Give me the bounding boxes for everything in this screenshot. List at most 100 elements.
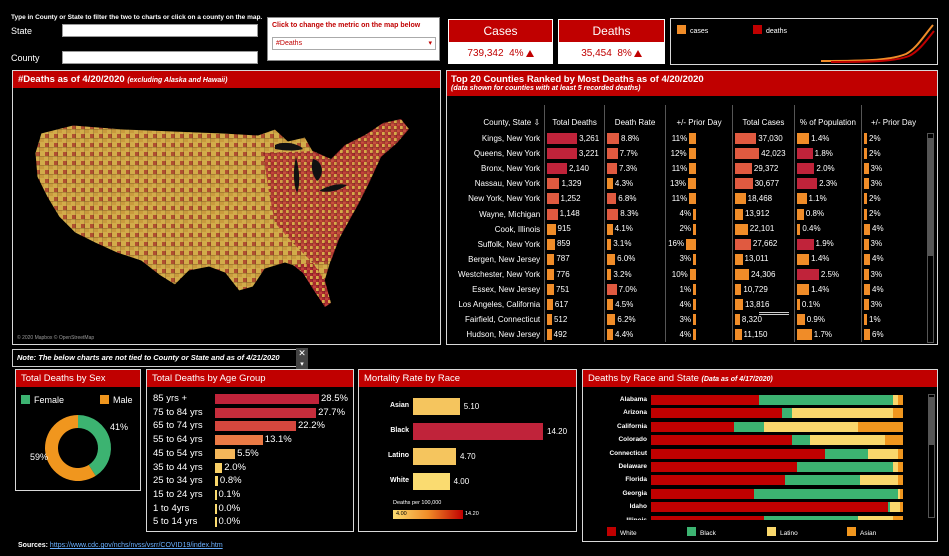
deaths-value: 787 <box>556 254 570 264</box>
race-segment-w <box>651 462 798 472</box>
sources-link[interactable]: https://www.cdc.gov/nchs/nvss/vsrr/COVID… <box>49 542 223 549</box>
state-row[interactable]: Georgia <box>583 488 923 500</box>
prior-day-value: 4% <box>679 329 692 339</box>
death-rate-value: 8.8% <box>621 133 640 143</box>
race-segment-b <box>792 435 810 446</box>
race-mortality-row[interactable]: Asian 5.10 <box>359 398 576 416</box>
table-row[interactable]: Cook, Illinois 915 4.1% 2% 22,101 0.4% 4% <box>447 221 925 237</box>
table-row[interactable]: Nassau, New York 1,329 4.3% 13% 30,677 2.3% 3% <box>447 176 925 192</box>
age-group-row[interactable]: 1 to 4yrs 0.0% <box>153 503 349 516</box>
close-icon[interactable]: ✕ <box>298 348 306 358</box>
death-rate-bar <box>607 193 617 205</box>
cases-value: 13,912 <box>744 209 770 219</box>
age-group-row[interactable]: 15 to 24 yrs 0.1% <box>153 489 349 502</box>
prior-day-2-bar <box>864 268 869 280</box>
race-state-scroll-thumb[interactable] <box>929 397 934 445</box>
sort-icon[interactable]: ⇩ <box>533 118 541 127</box>
age-group-row[interactable]: 55 to 64 yrs 13.1% <box>153 434 349 447</box>
state-row[interactable]: Colorado <box>583 435 923 446</box>
table-row[interactable]: Essex, New Jersey 751 7.0% 1% 10,729 1.4% 4% <box>447 281 925 298</box>
legend-swatch-cases <box>677 25 686 34</box>
race-mortality-row[interactable]: White 4.00 <box>359 473 576 491</box>
female-slice[interactable] <box>78 415 112 476</box>
table-row[interactable]: Los Angeles, California 617 4.5% 4% 13,816 0.… <box>447 297 925 313</box>
race-segment-w <box>651 408 783 419</box>
male-slice[interactable] <box>45 415 96 481</box>
state-row[interactable]: Illinois <box>583 515 923 520</box>
lake-huron <box>311 159 322 181</box>
race-segment-w <box>651 421 735 432</box>
cases-value: 29,372 <box>753 163 779 173</box>
sex-legend-female: Female <box>21 395 64 405</box>
prior-day-2-value: 3% <box>870 178 883 188</box>
col-prior-day[interactable]: +/- Prior Day <box>665 105 733 131</box>
race-mortality-row[interactable]: Black 14.20 <box>359 423 576 441</box>
state-label: Illinois <box>626 517 647 520</box>
age-group-row[interactable]: 35 to 44 yrs 2.0% <box>153 462 349 475</box>
resize-handle-icon[interactable] <box>759 312 789 315</box>
age-group-row[interactable]: 85 yrs + 28.5% <box>153 393 349 406</box>
table-row[interactable]: Wayne, Michigan 1,148 8.3% 4% 13,912 0.8% 2% <box>447 206 925 222</box>
col-prior-day-2[interactable]: +/- Prior Day <box>861 105 925 131</box>
death-rate-value: 6.8% <box>618 194 637 204</box>
race-state-scrollbar[interactable] <box>928 394 935 518</box>
age-group-value: 28.5% <box>321 393 348 404</box>
pop-bar <box>796 314 805 326</box>
race-segment-b <box>754 488 898 499</box>
county-input[interactable] <box>62 51 258 64</box>
table-row[interactable]: Bergen, New Jersey 787 6.0% 3% 13,011 1.4% 4% <box>447 251 925 267</box>
legend-swatch-deaths <box>753 25 762 34</box>
table-row[interactable]: Kings, New York 3,261 8.8% 11% 37,030 1.4% 2% <box>447 131 925 147</box>
cases-value: 18,468 <box>747 194 773 204</box>
col-total-deaths[interactable]: Total Deaths <box>544 105 605 131</box>
table-row[interactable]: Queens, New York 3,221 7.7% 12% 42,023 1.8% 2% <box>447 146 925 162</box>
table-row[interactable]: New York, New York 1,252 6.8% 11% 18,468 1.1%… <box>447 191 925 207</box>
state-row[interactable]: Alabama <box>583 395 923 406</box>
table-row[interactable]: Hudson, New Jersey 492 4.4% 4% 11,150 1.7% 6% <box>447 327 925 343</box>
counties-scrollbar[interactable] <box>927 133 934 343</box>
col-pct-population[interactable]: % of Population <box>793 105 862 131</box>
metric-dropdown[interactable]: #Deaths ▾ <box>272 37 436 50</box>
state-row[interactable]: Florida <box>583 475 923 486</box>
note-controls[interactable]: ✕ ▾ <box>296 348 308 372</box>
deaths-bar <box>547 133 578 145</box>
age-group-row[interactable]: 75 to 84 yrs 27.7% <box>153 407 349 420</box>
age-group-row[interactable]: 5 to 14 yrs 0.0% <box>153 516 349 529</box>
race-state-subtitle: (Data as of 4/17/2020) <box>701 376 773 383</box>
race-segment-a <box>857 421 903 432</box>
col-county-state[interactable]: County, State ⇩ <box>483 118 541 127</box>
col-total-cases[interactable]: Total Cases <box>732 105 795 131</box>
state-row[interactable]: Delaware <box>583 462 923 473</box>
table-row[interactable]: Bronx, New York 2,140 7.3% 11% 29,372 2.0% 3% <box>447 161 925 177</box>
prior-day-value: 13% <box>669 178 686 188</box>
age-title: Total Deaths by Age Group <box>147 370 353 387</box>
death-rate-value: 4.1% <box>614 224 633 234</box>
map-header: #Deaths as of 4/20/2020 (excluding Alask… <box>13 71 440 88</box>
age-group-row[interactable]: 65 to 74 yrs 22.2% <box>153 420 349 433</box>
race-segment-w <box>651 475 785 486</box>
race-segment-l <box>892 395 898 405</box>
us-county-map[interactable]: © 2020 Mapbox © OpenStreetMap <box>13 93 440 343</box>
state-row[interactable]: California <box>583 421 923 433</box>
chevron-down-icon[interactable]: ▾ <box>300 361 304 368</box>
table-row[interactable]: Westchester, New York 776 3.2% 10% 24,306 2.5… <box>447 266 925 282</box>
state-row[interactable]: Arizona <box>583 408 923 419</box>
state-row[interactable]: Connecticut <box>583 448 923 460</box>
table-row[interactable]: Fairfield, Connecticut 512 6.2% 3% 8,320 0.9%… <box>447 312 925 328</box>
pop-value: 0.9% <box>806 314 825 324</box>
race-segment-l <box>897 488 901 499</box>
age-group-row[interactable]: 25 to 34 yrs 0.8% <box>153 475 349 488</box>
race-mortality-row[interactable]: Latino 4.70 <box>359 448 576 466</box>
race-segment-l <box>809 435 886 446</box>
age-group-row[interactable]: 45 to 54 yrs 5.5% <box>153 448 349 461</box>
race-segment-b <box>734 421 765 432</box>
race-segment-a <box>900 488 903 499</box>
age-group-label: 45 to 54 yrs <box>153 447 203 459</box>
table-row[interactable]: Suffolk, New York 859 3.1% 16% 27,662 1.9% 3% <box>447 236 925 252</box>
state-label: Connecticut <box>609 449 647 457</box>
state-row[interactable]: Idaho <box>583 502 923 513</box>
state-input[interactable] <box>62 24 258 37</box>
col-death-rate[interactable]: Death Rate <box>604 105 666 131</box>
counties-scroll-thumb[interactable] <box>928 138 933 256</box>
legend-swatch-male <box>100 395 109 404</box>
